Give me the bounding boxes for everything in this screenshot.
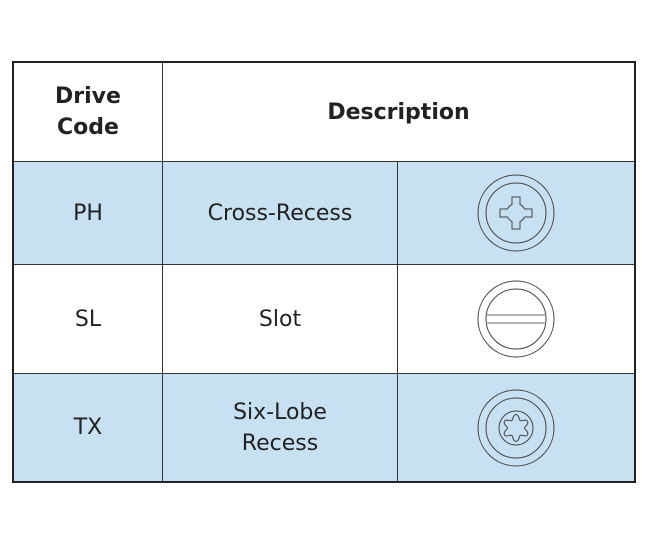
header-row: Drive Code Description — [12, 61, 636, 162]
torx-drive-icon — [477, 389, 555, 466]
drive-code-cell: TX — [12, 373, 163, 483]
table-row: PH Cross-Recess — [12, 161, 636, 265]
header-drive-code: Drive Code — [12, 61, 163, 162]
phillips-drive-icon — [477, 174, 555, 252]
drive-code-cell: PH — [12, 161, 163, 265]
table-row: SL Slot — [12, 264, 636, 374]
description-cell: Slot — [162, 264, 398, 374]
drive-code-table: Drive Code Description PH Cross-Recess SL… — [12, 61, 636, 483]
table-row: TX Six-Lobe Recess — [12, 373, 636, 483]
description-cell: Six-Lobe Recess — [162, 373, 398, 483]
description-cell: Cross-Recess — [162, 161, 398, 265]
slotted-drive-icon — [477, 280, 555, 358]
icon-cell — [397, 264, 636, 374]
header-description: Description — [162, 61, 636, 162]
icon-cell — [397, 373, 636, 483]
drive-code-cell: SL — [12, 264, 163, 374]
icon-cell — [397, 161, 636, 265]
